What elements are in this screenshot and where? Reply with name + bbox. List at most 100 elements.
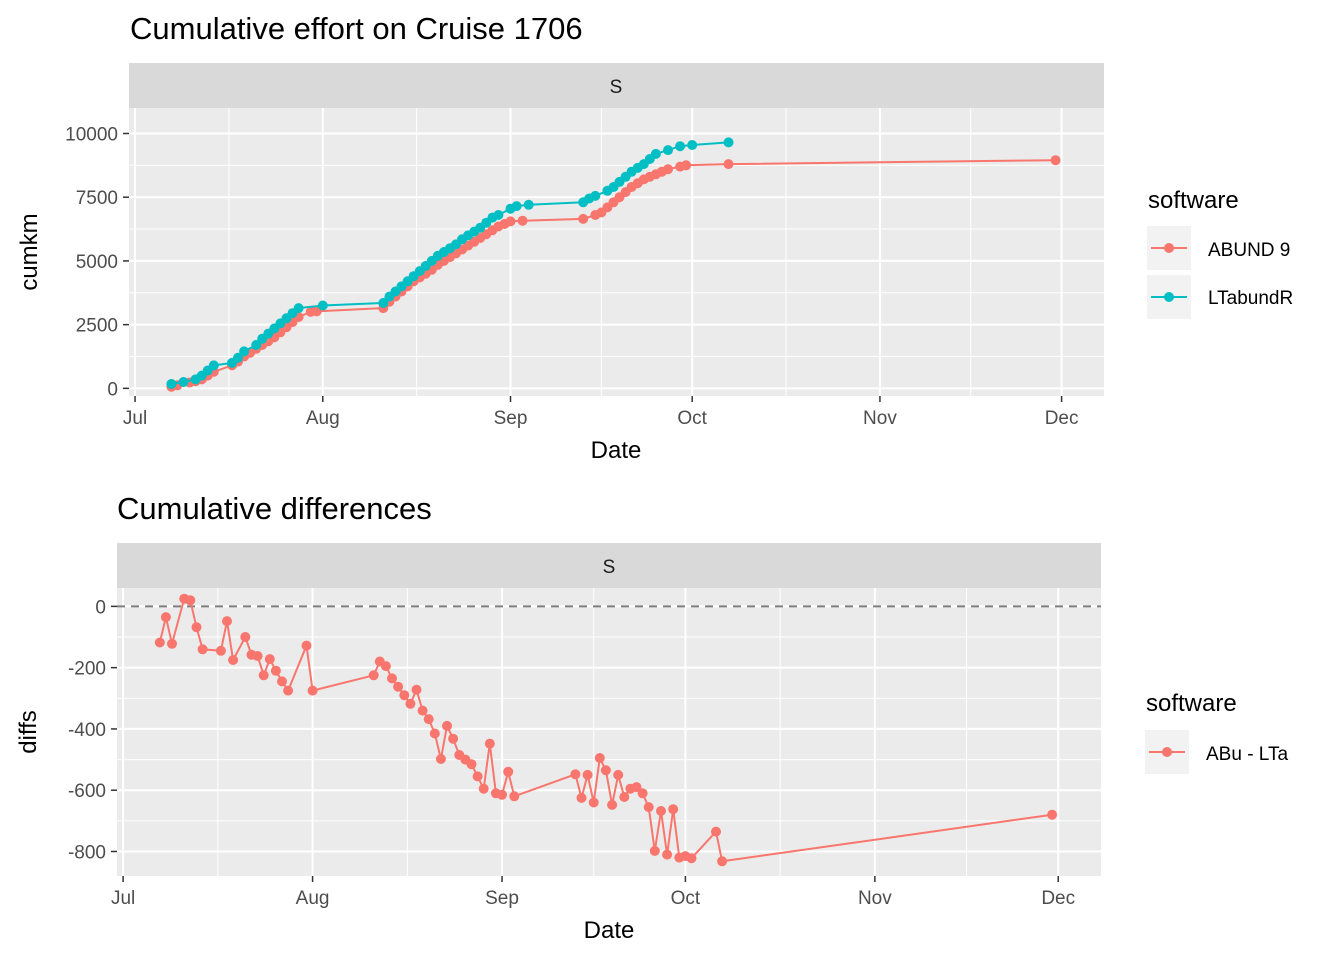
- bottom-data-point: [484, 738, 495, 749]
- top-facet-label: S: [610, 77, 623, 98]
- bottom-data-point: [167, 638, 177, 649]
- top-legend: software ABUND 9 LTabundR: [1147, 187, 1293, 319]
- top-data-point: [590, 190, 601, 201]
- bottom-series-0: [154, 593, 1058, 867]
- top-data-point: [681, 160, 692, 171]
- bottom-y-tick-label: -800: [68, 842, 106, 863]
- top-series-0: [166, 155, 1061, 392]
- bottom-data-point: [387, 673, 397, 684]
- bottom-legend-label: ABu - LTa: [1206, 744, 1288, 765]
- top-data-point: [517, 215, 528, 226]
- bottom-y-axis-title: diffs: [15, 710, 42, 754]
- top-series: [166, 137, 1061, 392]
- top-legend-label-abund9: ABUND 9: [1208, 240, 1290, 261]
- top-y-axis-title: cumkm: [16, 213, 43, 290]
- top-y-tick-label: 5000: [76, 252, 118, 273]
- bottom-data-point: [594, 753, 605, 763]
- bottom-data-point: [368, 670, 379, 681]
- bottom-data-point: [466, 759, 477, 770]
- bottom-data-point: [576, 792, 587, 803]
- bottom-data-point: [1047, 809, 1058, 820]
- bottom-data-point: [270, 665, 281, 676]
- bottom-data-point: [631, 782, 642, 793]
- top-data-point: [317, 300, 328, 311]
- top-gridlines: [129, 108, 1104, 396]
- bottom-data-point: [503, 766, 514, 777]
- bottom-data-point: [600, 765, 611, 776]
- bottom-chart-title: Cumulative differences: [117, 491, 432, 526]
- top-data-point: [505, 216, 516, 227]
- bottom-facet-strip: [117, 543, 1101, 588]
- bottom-x-tick-label: Jul: [111, 888, 135, 909]
- bottom-data-point: [509, 791, 520, 802]
- top-data-point: [233, 352, 243, 363]
- top-y-tick-label: 7500: [76, 188, 118, 209]
- top-data-point: [378, 298, 389, 308]
- bottom-series: [154, 593, 1058, 867]
- bottom-legend-title: software: [1146, 690, 1237, 717]
- bottom-data-point: [277, 676, 287, 687]
- bottom-data-point: [264, 654, 275, 665]
- top-data-point: [578, 213, 589, 224]
- bottom-data-point: [613, 769, 624, 780]
- bottom-data-point: [301, 640, 312, 651]
- bottom-legend: software ABu - LTa: [1145, 690, 1288, 774]
- bottom-data-point: [668, 804, 679, 815]
- top-x-tick-label: Sep: [494, 408, 528, 429]
- bottom-data-point: [393, 681, 404, 692]
- bottom-data-point: [649, 845, 660, 856]
- bottom-chart: Cumulative differences S Jul Aug Sep Oct Nov…: [15, 491, 1288, 944]
- bottom-legend-key-point: [1162, 747, 1172, 757]
- top-data-point: [663, 164, 673, 175]
- bottom-data-point: [717, 856, 728, 867]
- top-x-tick-label: Aug: [306, 408, 340, 429]
- top-x-axis-title: Date: [591, 437, 642, 464]
- bottom-x-axis-title: Date: [584, 917, 635, 944]
- bottom-data-point: [686, 853, 697, 864]
- bottom-data-point: [619, 792, 630, 802]
- bottom-data-point: [215, 645, 226, 656]
- bottom-data-point: [191, 622, 202, 633]
- bottom-x-tick-label: Sep: [485, 888, 519, 909]
- top-axis-ticks: Jul Aug Sep Oct Nov Dec 0 2500 5000 7500 10000: [65, 124, 1078, 429]
- top-legend-key-point-abund9: [1164, 243, 1174, 253]
- bottom-data-point: [643, 802, 654, 813]
- top-data-point: [293, 303, 304, 314]
- bottom-data-point: [448, 733, 459, 744]
- bottom-data-point: [582, 769, 593, 780]
- bottom-data-point: [656, 806, 666, 816]
- top-y-tick-label: 10000: [65, 124, 118, 145]
- top-y-tick-label: 0: [107, 379, 118, 400]
- top-data-point: [511, 201, 522, 212]
- top-data-point: [178, 377, 189, 387]
- bottom-axis-ticks: Jul Aug Sep Oct Nov Dec -800 -600 -400 -200 0: [68, 597, 1075, 909]
- bottom-data-point: [429, 728, 440, 739]
- top-data-point: [166, 379, 177, 389]
- bottom-data-point: [711, 826, 721, 837]
- bottom-data-point: [307, 685, 318, 696]
- bottom-data-point: [588, 797, 599, 808]
- bottom-data-point: [160, 612, 171, 623]
- bottom-data-point: [197, 644, 208, 655]
- bottom-data-point: [478, 783, 489, 794]
- bottom-data-point: [442, 720, 452, 731]
- top-facet-strip: [129, 63, 1104, 108]
- bottom-data-point: [240, 632, 251, 642]
- top-data-point: [523, 199, 534, 210]
- bottom-x-tick-label: Dec: [1041, 888, 1075, 909]
- bottom-data-point: [497, 789, 507, 800]
- top-y-tick-label: 2500: [76, 316, 118, 337]
- bottom-data-point: [417, 705, 428, 716]
- top-data-point: [208, 360, 219, 371]
- top-series-1: [166, 137, 734, 389]
- bottom-data-point: [411, 684, 422, 695]
- bottom-plot-panel: [117, 588, 1101, 876]
- bottom-y-tick-label: 0: [95, 597, 106, 618]
- bottom-data-point: [607, 799, 618, 810]
- bottom-y-tick-label: -200: [68, 659, 106, 680]
- top-data-point: [663, 145, 673, 156]
- top-data-point: [251, 340, 262, 350]
- top-data-point: [650, 148, 661, 159]
- top-data-point: [723, 137, 734, 148]
